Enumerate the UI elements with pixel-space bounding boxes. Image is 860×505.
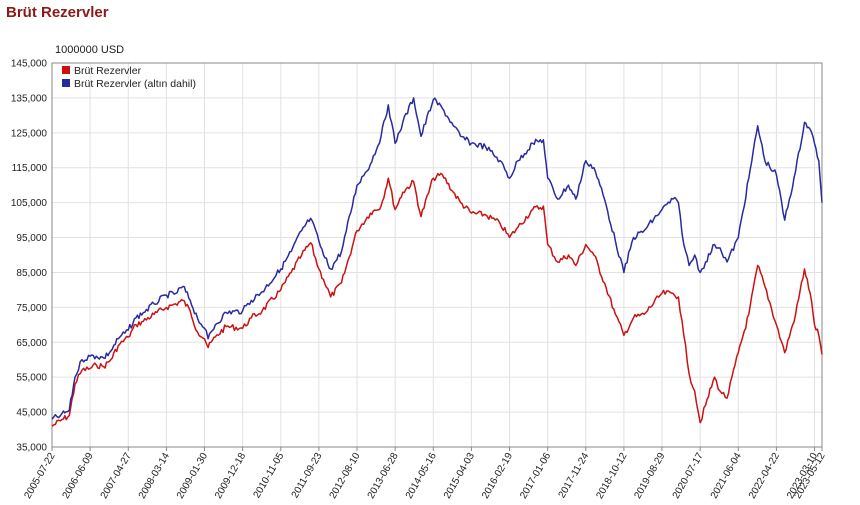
legend-swatch [62, 79, 70, 87]
x-tick-label: 2018-10-12 [594, 451, 629, 501]
x-tick-label: 2015-04-03 [442, 451, 477, 501]
x-tick-label: 2005-07-22 [22, 451, 57, 501]
x-tick-label: 2014-05-16 [404, 451, 439, 501]
y-tick-label: 35,000 [16, 443, 47, 454]
series-line-brut-rezervler-altin-dahil [51, 97, 823, 420]
x-tick-label: 2019-08-29 [632, 451, 667, 501]
y-tick-label: 75,000 [16, 303, 47, 314]
x-tick-label: 2006-06-09 [61, 451, 96, 501]
series-line-brut-rezervler [51, 172, 823, 427]
grid-layer [51, 62, 823, 448]
page-title: Brüt Rezervler [6, 4, 109, 21]
x-tick-label: 2009-01-30 [175, 451, 210, 501]
plot-frame [51, 62, 823, 448]
x-tick-label: 2008-03-14 [137, 451, 172, 501]
series-layer [51, 97, 823, 427]
y-tick-label: 145,000 [11, 59, 48, 70]
x-tick-label: 2013-06-28 [366, 451, 401, 501]
legend-label: Brüt Rezervler [74, 65, 142, 77]
y-tick-label: 65,000 [16, 338, 47, 349]
x-tick-label: 2011-09-23 [290, 451, 325, 501]
y-tick-label: 115,000 [12, 163, 48, 174]
y-tick-label: 135,000 [11, 93, 48, 104]
y-tick-label: 95,000 [16, 233, 47, 244]
x-tick-label: 2021-06-04 [709, 451, 744, 501]
x-tick-label: 2022-04-22 [747, 451, 782, 501]
x-tick-label: 2017-11-24 [557, 451, 592, 501]
x-tick-label: 2007-04-27 [99, 451, 134, 501]
x-tick-label: 2010-11-05 [252, 451, 287, 501]
y-tick-label: 55,000 [16, 373, 47, 384]
x-tick-label: 2012-08-10 [328, 451, 363, 501]
legend-label: Brüt Rezervler (altın dahil) [74, 78, 196, 90]
y-axis-unit-label: 1000000 USD [55, 44, 125, 56]
y-tick-label: 45,000 [16, 408, 47, 419]
x-tick-label: 2009-12-18 [213, 451, 248, 501]
y-tick-label: 105,000 [11, 198, 48, 209]
x-tick-label: 2020-07-17 [671, 451, 706, 501]
y-tick-label: 85,000 [16, 268, 47, 279]
legend-swatch [62, 66, 70, 74]
y-tick-label: 125,000 [11, 128, 48, 139]
x-tick-label: 2017-01-06 [518, 451, 553, 501]
x-tick-label: 2016-02-19 [480, 451, 515, 501]
